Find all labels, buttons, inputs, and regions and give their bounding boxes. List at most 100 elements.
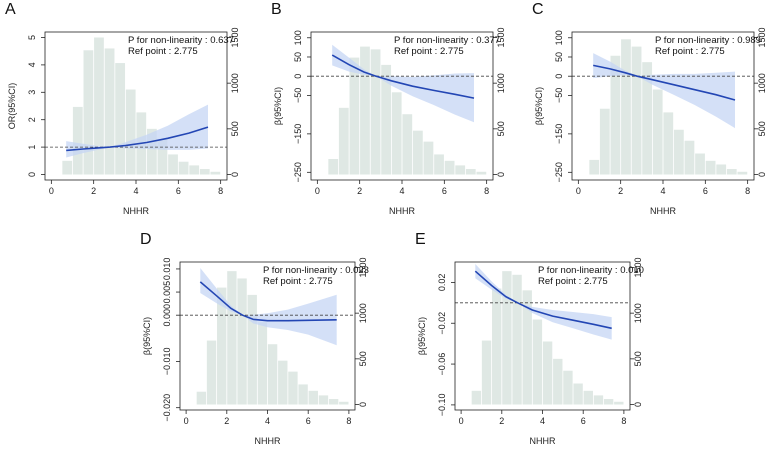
histogram-bar [481,340,492,405]
y-tick-label: −0.020 [162,394,172,422]
y2-tick-label: 1500 [358,257,368,277]
p-nonlinearity-text: P for non-linearity : 0.010 [538,265,644,276]
x-tick-label: 2 [618,186,623,196]
p-nonlinearity-text: P for non-linearity : 0.637 [128,35,234,46]
histogram-bar [542,341,553,405]
histogram-bar [189,165,200,175]
y-axis-title: β(95%CI) [417,317,427,355]
y-tick-label: −50 [293,88,303,103]
histogram-bar [502,271,512,405]
histogram-bar [247,294,257,405]
p-nonlinearity-text: P for non-linearity : 0.023 [263,265,369,276]
y2-tick-label: 1000 [230,73,240,93]
x-tick-label: 8 [218,186,223,196]
y-tick-label: −0.010 [162,348,172,376]
histogram-bar [583,390,593,405]
histogram-bar [652,89,663,175]
histogram-bar [603,399,614,405]
y2-tick-label: 500 [496,121,506,136]
panel-letter: B [271,1,282,18]
x-tick-label: 4 [133,186,138,196]
y-tick-label: 1 [27,145,37,150]
y-tick-label: 2 [27,117,37,122]
x-axis-title: NHHR [389,206,415,216]
y2-tick-label: 1000 [358,303,368,323]
y2-tick-label: 1000 [496,73,506,93]
histogram [471,271,624,405]
y2-tick-label: 500 [358,351,368,366]
y-tick-label: −50 [554,88,564,103]
histogram-bar [423,141,434,175]
histogram-bar [512,274,522,405]
histogram-bar [610,55,621,175]
histogram-bar [288,371,298,405]
y-tick-label: 0 [554,74,564,79]
y-tick-label: −250 [554,162,564,182]
panel-letter: C [532,1,544,18]
y-tick-label: 50 [554,52,564,62]
x-tick-label: 0 [184,416,189,426]
histogram-bar [522,290,532,405]
y-tick-label: −150 [554,124,564,144]
x-tick-label: 8 [484,186,489,196]
histogram-bar [196,391,207,405]
p-nonlinearity-text: P for non-linearity : 0.989 [655,35,761,46]
y-axis-title: OR(95%CI) [7,83,17,130]
histogram-bar [716,164,727,175]
x-tick-label: 0 [576,186,581,196]
panel-letter: A [5,1,16,18]
x-axis-title: NHHR [123,206,149,216]
histogram-bar [308,390,318,405]
ref-point-text: Ref point : 2.775 [538,276,608,287]
y2-tick-label: 1500 [496,27,506,47]
x-tick-label: 2 [91,186,96,196]
y2-tick-label: 1500 [633,257,643,277]
y2-tick-label: 500 [633,351,643,366]
histogram-bar [621,39,631,175]
y2-tick-label: 0 [496,172,506,177]
y2-tick-label: 500 [757,121,767,136]
confidence-band [200,268,337,346]
histogram-bar [278,360,288,405]
x-tick-label: 8 [621,416,626,426]
x-tick-label: 4 [660,186,665,196]
y-tick-label: −0.10 [437,394,447,417]
fitted-curve [199,281,337,322]
histogram-bar [589,159,600,175]
y2-tick-label: 0 [757,172,767,177]
y-tick-label: −250 [293,162,303,182]
histogram-bar [402,114,413,175]
histogram-bar [210,171,221,175]
y-axis-title: β(95%CI) [142,317,152,355]
panel-letter: D [140,231,152,248]
histogram-bar [726,169,737,175]
histogram-bar [532,319,543,405]
histogram-bar [318,395,329,405]
histogram [62,37,221,175]
x-tick-label: 8 [745,186,750,196]
x-tick-label: 2 [224,416,229,426]
histogram-bar [684,140,695,175]
y-tick-label: −0.02 [437,312,447,335]
histogram-bar [412,130,423,175]
x-tick-label: 6 [703,186,708,196]
x-tick-label: 0 [315,186,320,196]
x-tick-label: 8 [346,416,351,426]
histogram-bar [146,128,157,175]
x-tick-label: 0 [49,186,54,196]
y-tick-label: 50 [293,52,303,62]
histogram-bar [370,49,381,175]
panel-letter: E [415,231,426,248]
histogram [328,46,487,175]
x-tick-label: 0 [459,416,464,426]
y-tick-label: 0 [27,172,37,177]
fitted-curve [593,64,736,101]
histogram-bar [217,287,227,405]
histogram-bar [237,278,247,405]
histogram-bar [476,171,487,175]
panel-B: B0 2 4 6 8NHHR100500−50−150−250β(95%CI)05001… [271,1,506,216]
histogram-bar [614,401,624,405]
histogram-bar [492,288,502,405]
ref-point-text: Ref point : 2.775 [655,46,725,57]
